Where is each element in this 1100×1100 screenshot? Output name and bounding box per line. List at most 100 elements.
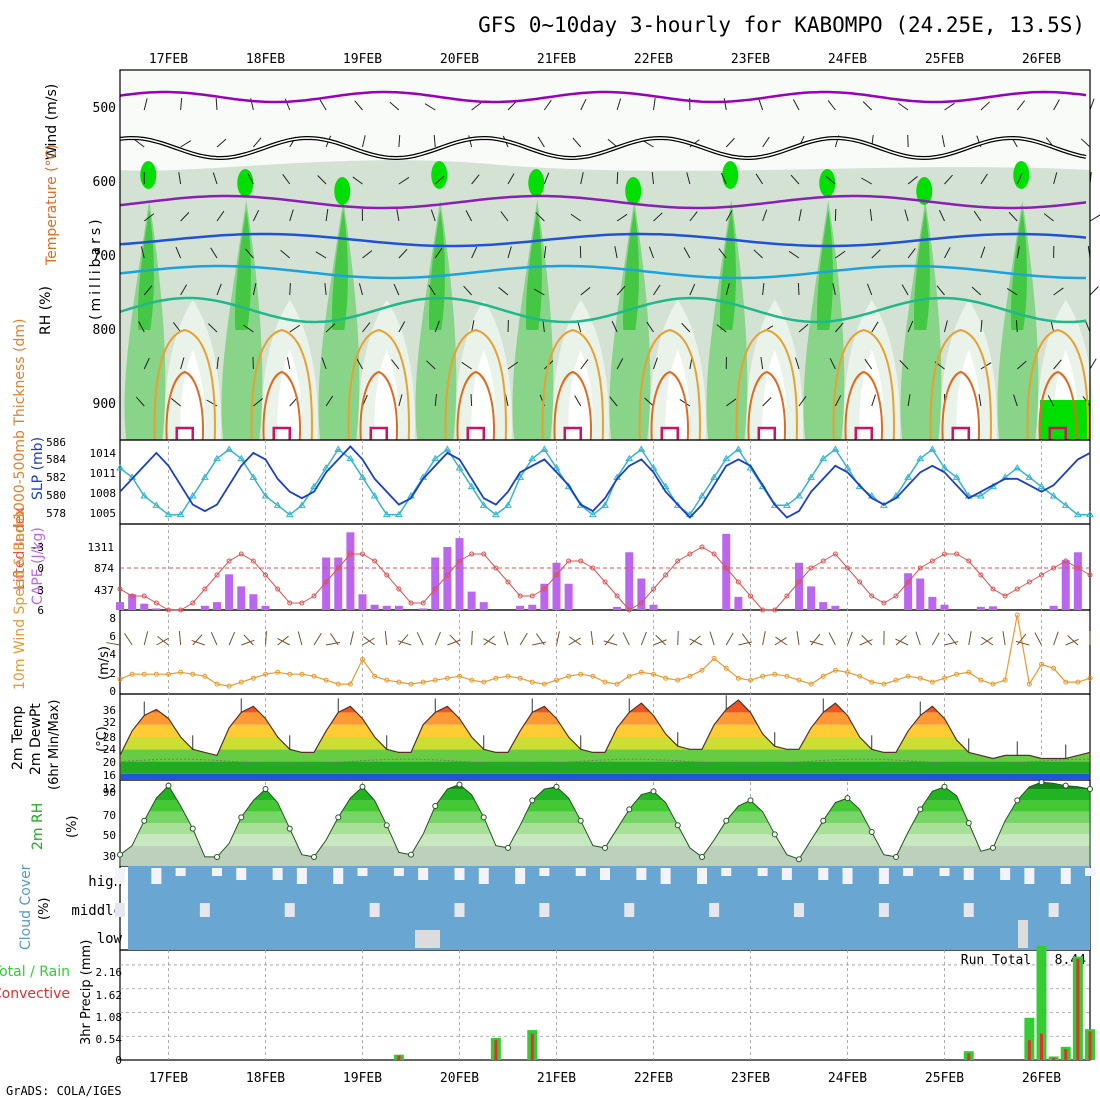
wind-barb — [725, 283, 730, 296]
date-label-bottom: 26FEB — [1022, 1071, 1061, 1086]
rh-point — [165, 782, 172, 789]
cape-bar — [237, 586, 246, 610]
thickness-point — [588, 510, 597, 518]
wind-speed-point — [808, 681, 814, 687]
thickness-point — [152, 501, 161, 508]
cloud-gap-high — [272, 868, 283, 880]
wind-speed-point — [263, 671, 268, 677]
wind-barb — [1053, 359, 1062, 370]
wind-barb — [978, 394, 982, 407]
rh-point — [553, 783, 560, 790]
wind-barb — [315, 251, 327, 259]
contour-15 — [119, 264, 1086, 280]
rh-point — [747, 797, 754, 804]
cape-bar — [431, 557, 440, 610]
wind-speed-point — [250, 675, 256, 681]
surface-wind-barb — [981, 636, 994, 646]
slp-line — [119, 445, 1091, 519]
wind-barb — [1008, 211, 1018, 222]
lifted-index-point — [578, 558, 584, 564]
lifted-index-point — [481, 551, 487, 557]
cape-bar — [528, 604, 537, 610]
temp-band — [120, 761, 1090, 774]
plot-layer: 17FEB 17FEB 18FEB 18FEB 19FEB 19FEB 20FEB 20FEB… — [106, 52, 1100, 1086]
temp-band — [120, 749, 1090, 762]
surface-wind-barb — [944, 641, 959, 646]
temp-tick: 36 — [103, 704, 116, 717]
wind-barb — [686, 172, 691, 185]
cape-tick: 437 — [94, 584, 114, 597]
upper-wind-label: Wind (m/s) — [44, 84, 60, 160]
cape-bar — [807, 586, 816, 610]
lifted-index-point — [493, 565, 499, 571]
rh-point — [796, 856, 802, 863]
lifted-index-point — [626, 607, 632, 613]
rh-point — [480, 814, 487, 821]
wind-barb — [936, 285, 945, 296]
wind-barb — [861, 177, 872, 185]
surface-wind-barb — [622, 632, 630, 646]
lifted-index-point — [966, 558, 972, 564]
wind-speed-point — [990, 681, 996, 687]
wind-barb — [792, 99, 800, 111]
surface-wind-barb — [241, 639, 255, 646]
wind-barb — [170, 398, 181, 407]
wind-ticks: 8 6 4 2 0 — [109, 612, 116, 698]
rh-point — [771, 831, 778, 838]
surface-wind-barb — [362, 637, 375, 646]
upper-mb-label: (millibars) — [88, 216, 104, 320]
precip-tick: 1.08 — [96, 1011, 123, 1024]
wind-barb — [433, 135, 436, 148]
temp-tick: 20 — [103, 756, 116, 769]
surface-wind-barb — [828, 632, 836, 646]
rh-point — [1062, 782, 1069, 789]
lifted-index-point — [214, 572, 220, 578]
cloud-gap-middle — [794, 903, 804, 917]
wind-barb — [252, 283, 257, 296]
contour-25 — [541, 328, 604, 441]
wind-barb — [904, 209, 909, 222]
wind-barb — [725, 137, 735, 148]
lifted-index-point — [541, 586, 547, 592]
thickness-tick: 586 — [46, 436, 66, 449]
lifted-index-point — [784, 593, 790, 599]
lifted-index-point — [141, 593, 147, 599]
wind-barb — [716, 324, 727, 333]
thickness-point — [940, 464, 949, 471]
surface-wind-barb — [741, 633, 751, 646]
cloud-label: Cloud Cover — [18, 864, 34, 950]
contour-35 — [660, 426, 679, 440]
wind-barb — [507, 361, 519, 370]
precip-conv-bar — [967, 1053, 971, 1060]
cloud-gap-high — [333, 868, 344, 884]
lifted-index-point — [396, 586, 402, 592]
contour-25 — [347, 328, 410, 441]
wind-barb — [644, 397, 654, 407]
wind-speed-point — [481, 679, 487, 685]
wind-barb — [862, 101, 873, 111]
lifted-index-point — [1014, 586, 1020, 592]
wind-speed-point — [166, 671, 171, 677]
thickness-point — [1086, 510, 1094, 518]
wind-barb — [463, 285, 472, 296]
wind-speed-point — [311, 673, 317, 679]
thickness-point — [334, 445, 343, 452]
wind-barb — [755, 173, 764, 185]
thickness-point — [819, 454, 828, 462]
date-label-top: 21FEB — [537, 52, 576, 67]
cloud-gap-high — [818, 868, 829, 880]
lifted-index-point — [869, 593, 875, 599]
contour-25 — [250, 328, 313, 441]
cloud-level-high: high — [88, 874, 122, 890]
lifted-index-point — [893, 593, 899, 599]
thickness-point — [1037, 482, 1046, 490]
thickness-point — [322, 464, 331, 471]
wind-speed-point — [1039, 661, 1044, 667]
temp-band — [120, 737, 1090, 750]
lifted-index-point — [881, 600, 887, 606]
wind-barb — [574, 395, 582, 407]
thickness-point — [601, 501, 609, 508]
thickness-point — [734, 445, 743, 452]
thickness-point — [467, 482, 476, 490]
wind-barb — [1013, 394, 1018, 407]
